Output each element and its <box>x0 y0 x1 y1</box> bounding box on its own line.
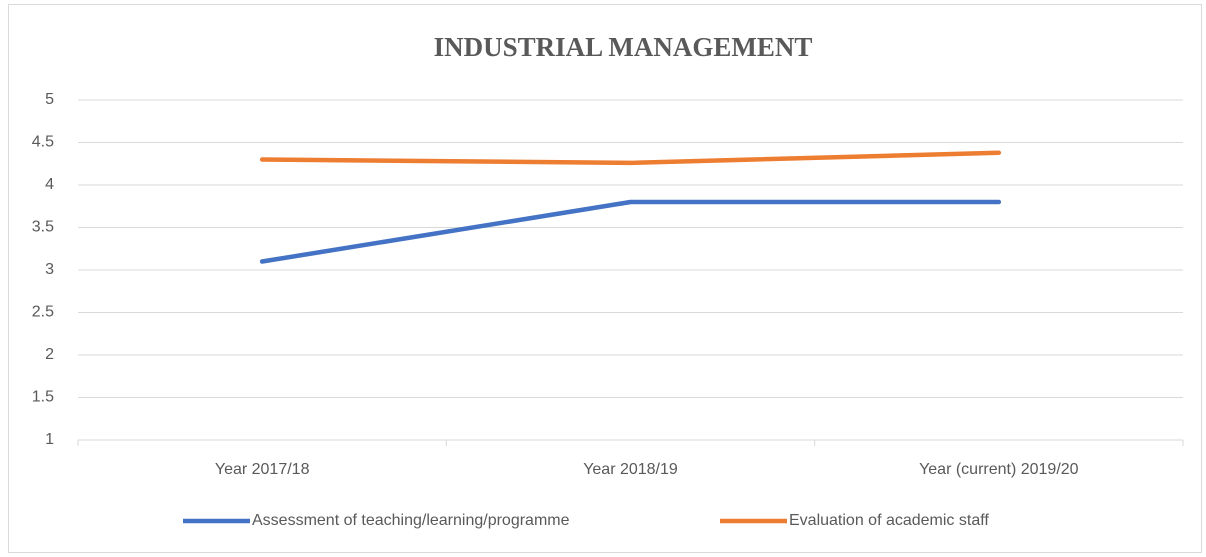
y-tick-label: 2 <box>45 346 54 363</box>
y-tick-label: 4.5 <box>32 134 54 151</box>
legend-label: Evaluation of academic staff <box>789 512 989 529</box>
y-tick-label: 3.5 <box>32 219 54 236</box>
y-tick-label: 1.5 <box>32 389 54 406</box>
y-tick-label: 1 <box>45 431 54 448</box>
x-tick-label: Year (current) 2019/20 <box>919 461 1079 478</box>
y-tick-label: 5 <box>45 91 54 108</box>
series-line <box>259 150 1002 166</box>
x-tick-label: Year 2018/19 <box>583 461 678 478</box>
chart-border <box>8 4 1202 553</box>
legend-label: Assessment of teaching/learning/programm… <box>252 512 570 529</box>
series-line <box>259 199 1002 264</box>
x-tick-label: Year 2017/18 <box>215 461 310 478</box>
y-tick-label: 3 <box>45 261 54 278</box>
y-tick-label: 2.5 <box>32 304 54 321</box>
y-tick-label: 4 <box>45 176 54 193</box>
chart-title: INDUSTRIAL MANAGEMENT <box>434 32 813 62</box>
